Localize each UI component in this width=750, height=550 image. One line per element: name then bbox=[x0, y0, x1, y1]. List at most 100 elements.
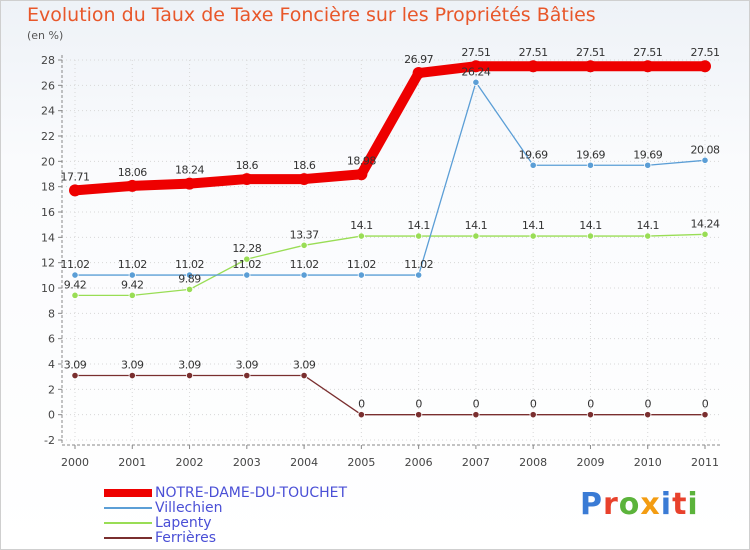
y-tick-label: 8 bbox=[48, 307, 55, 320]
data-label: 19.69 bbox=[576, 148, 605, 161]
y-tick-label: 0 bbox=[48, 409, 55, 422]
legend-swatch bbox=[104, 489, 152, 497]
data-label: 14.1 bbox=[407, 219, 430, 232]
data-point bbox=[472, 411, 480, 419]
y-tick-label: 28 bbox=[41, 54, 55, 67]
data-point bbox=[185, 371, 194, 380]
x-tick-label: 2010 bbox=[634, 456, 662, 469]
series-line-1 bbox=[74, 81, 706, 276]
data-point bbox=[644, 232, 652, 240]
data-point bbox=[185, 285, 194, 293]
data-label: 11.02 bbox=[290, 258, 319, 271]
x-tick-label: 2005 bbox=[347, 456, 375, 469]
data-label: 0 bbox=[644, 398, 651, 411]
x-tick-label: 2011 bbox=[691, 456, 719, 469]
data-label: 14.1 bbox=[522, 219, 545, 232]
data-label: 3.09 bbox=[178, 359, 201, 372]
legend-label: Ferrières bbox=[155, 530, 217, 546]
data-label: 18.98 bbox=[347, 154, 376, 167]
data-label: 26.97 bbox=[404, 53, 433, 66]
data-label: 11.02 bbox=[175, 258, 204, 271]
data-point bbox=[701, 156, 709, 164]
data-label: 14.1 bbox=[636, 219, 659, 232]
data-point bbox=[128, 371, 136, 380]
data-label: 19.69 bbox=[633, 148, 662, 161]
data-point bbox=[300, 371, 308, 380]
logo-letter: i bbox=[660, 487, 673, 522]
data-label: 27.51 bbox=[461, 46, 490, 59]
series-line-0 bbox=[70, 61, 710, 196]
data-point bbox=[584, 60, 597, 73]
data-point bbox=[357, 271, 365, 279]
data-label: 0 bbox=[415, 398, 422, 411]
x-tick-label: 2000 bbox=[61, 456, 89, 469]
data-label: 0 bbox=[530, 398, 537, 411]
logo-letter: t bbox=[672, 487, 688, 522]
data-point bbox=[69, 184, 81, 197]
data-point bbox=[183, 177, 196, 190]
logo-letter: r bbox=[603, 487, 619, 522]
data-point bbox=[243, 371, 251, 380]
x-tick-label: 2006 bbox=[405, 456, 433, 469]
data-point bbox=[240, 173, 253, 186]
data-label: 27.51 bbox=[691, 46, 720, 59]
data-label: 13.37 bbox=[290, 228, 319, 241]
data-point bbox=[644, 411, 652, 419]
y-tick-label: 16 bbox=[41, 206, 55, 219]
chart-title: Evolution du Taux de Taxe Foncière sur l… bbox=[27, 4, 596, 26]
data-point bbox=[469, 60, 482, 73]
data-label: 11.02 bbox=[347, 258, 376, 271]
data-label: 0 bbox=[358, 398, 365, 411]
data-label: 3.09 bbox=[293, 359, 316, 372]
data-point bbox=[701, 411, 709, 419]
y-tick-label: 22 bbox=[41, 130, 55, 143]
y-tick-label: 24 bbox=[41, 105, 55, 118]
data-point bbox=[71, 271, 79, 279]
y-tick-label: 26 bbox=[41, 79, 55, 92]
y-tick-label: 18 bbox=[41, 181, 55, 194]
data-label: 18.06 bbox=[118, 166, 147, 179]
x-tick-label: 2003 bbox=[233, 456, 261, 469]
data-label: 27.51 bbox=[633, 46, 662, 59]
data-label: 27.51 bbox=[576, 46, 605, 59]
data-point bbox=[412, 67, 425, 80]
data-point bbox=[472, 232, 480, 240]
data-point bbox=[415, 232, 423, 240]
data-point bbox=[586, 411, 595, 419]
data-label: 19.69 bbox=[519, 148, 548, 161]
data-label: 27.51 bbox=[519, 46, 548, 59]
data-point bbox=[185, 271, 194, 279]
x-tick-label: 2007 bbox=[462, 456, 490, 469]
legend-swatch bbox=[104, 522, 152, 524]
data-point bbox=[128, 271, 136, 279]
data-label: 18.24 bbox=[175, 164, 204, 177]
data-label: 26.24 bbox=[461, 65, 490, 78]
data-label: 14.1 bbox=[579, 219, 602, 232]
unit-label: (en %) bbox=[27, 29, 64, 42]
data-point bbox=[357, 232, 365, 240]
data-point bbox=[586, 232, 595, 240]
x-tick-label: 2008 bbox=[519, 456, 547, 469]
data-point bbox=[300, 271, 308, 279]
data-point bbox=[701, 230, 709, 238]
data-point bbox=[527, 60, 540, 73]
y-tick-label: 12 bbox=[41, 257, 55, 270]
data-label: 9.42 bbox=[64, 278, 87, 291]
series-line-3 bbox=[74, 374, 706, 416]
data-point bbox=[415, 271, 423, 279]
data-point bbox=[243, 255, 251, 263]
proxiti-logo: Proxiti bbox=[580, 487, 699, 522]
data-point bbox=[300, 241, 308, 249]
data-label: 0 bbox=[587, 398, 594, 411]
data-point bbox=[128, 291, 136, 299]
data-point bbox=[415, 411, 423, 419]
data-label: 11.02 bbox=[118, 258, 147, 271]
data-label: 18.6 bbox=[293, 159, 316, 172]
y-tick-label: 14 bbox=[41, 231, 55, 244]
data-point bbox=[355, 168, 368, 181]
legend-label: Villechien bbox=[155, 500, 223, 516]
data-point bbox=[243, 271, 251, 279]
data-point bbox=[472, 78, 480, 86]
data-point bbox=[529, 411, 537, 419]
